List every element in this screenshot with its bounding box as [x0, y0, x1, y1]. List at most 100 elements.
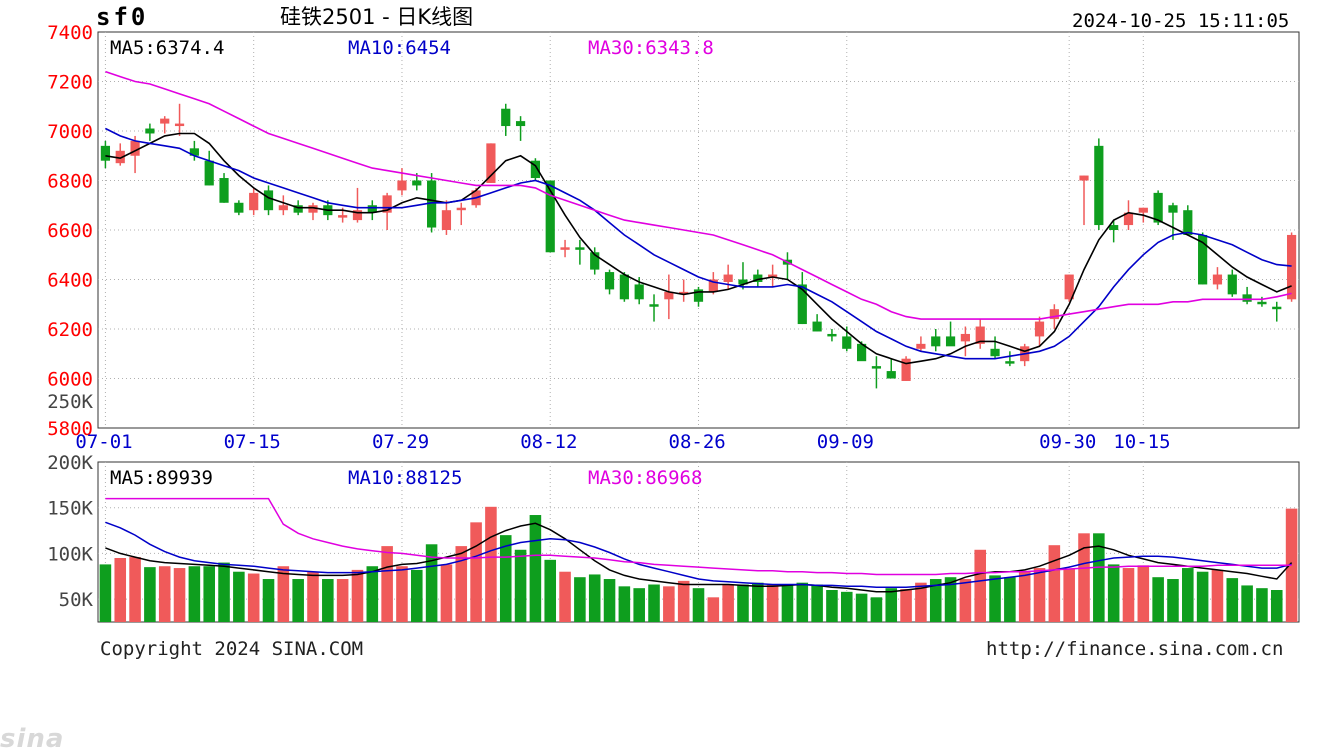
candle-down: [1168, 205, 1178, 213]
price-ma5-label: MA5:6374.4: [110, 37, 225, 59]
candle-down: [263, 190, 274, 211]
volume-ma10-line: [105, 521, 1292, 589]
price-ma10-line: [105, 127, 1292, 360]
candle-down: [1094, 145, 1104, 226]
candle-down: [412, 180, 422, 186]
symbol-code: sf0: [96, 3, 149, 31]
volume-bar: [1270, 590, 1283, 622]
volume-bar: [144, 567, 156, 622]
volume-bar: [514, 549, 527, 622]
volume-bar: [1256, 588, 1268, 622]
volume-max-label: 250K: [47, 391, 93, 413]
volume-bar: [1196, 571, 1209, 622]
volume-bar: [781, 585, 794, 622]
volume-bar: [1048, 545, 1061, 622]
volume-bar: [1211, 569, 1224, 622]
volume-bar: [1018, 570, 1031, 622]
candle-up: [664, 291, 674, 300]
volume-bar: [900, 589, 912, 622]
candle-down: [530, 160, 540, 179]
volume-y-tick-label: 50K: [59, 589, 94, 611]
copyright-text: Copyright 2024 SINA.COM: [100, 638, 364, 660]
volume-bar: [737, 584, 749, 622]
price-y-tick-label: 6200: [47, 319, 93, 341]
volume-bar: [677, 580, 690, 622]
volume-bar: [129, 557, 141, 622]
candle-up: [975, 326, 985, 344]
volume-ma10-label: MA10:88125: [348, 467, 463, 489]
source-url-link[interactable]: http://finance.sina.com.cn: [986, 638, 1284, 660]
volume-bar: [218, 562, 230, 622]
candle-down: [234, 202, 244, 213]
volume-bar: [603, 579, 616, 622]
candle-up: [352, 210, 363, 221]
volume-bar: [529, 515, 542, 622]
candle-up: [115, 150, 125, 164]
chart-title: 硅铁2501 - 日K线图: [280, 5, 474, 29]
volume-bar: [99, 564, 112, 622]
price-y-tick-label: 6800: [47, 171, 93, 193]
volume-bar: [1167, 579, 1179, 622]
volume-bar: [485, 506, 497, 622]
candle-down: [1198, 234, 1208, 285]
candle-up: [308, 205, 318, 213]
volume-bar: [292, 579, 304, 622]
volume-bar: [929, 579, 942, 622]
candle-down: [945, 336, 956, 347]
candle-down: [797, 284, 807, 325]
candle-down: [812, 321, 822, 332]
candle-down: [1153, 192, 1163, 223]
candle-up: [160, 118, 170, 124]
volume-bar: [247, 573, 260, 622]
candle-down: [515, 121, 526, 127]
candle-down: [545, 180, 555, 253]
candle-down: [145, 128, 155, 134]
candle-down: [501, 108, 511, 127]
candle-down: [219, 178, 229, 203]
candle-down: [1183, 210, 1193, 235]
candle-up: [1064, 274, 1074, 300]
candle-down: [1272, 306, 1282, 310]
volume-bar: [1226, 578, 1239, 622]
candle-down: [1227, 274, 1237, 295]
volume-y-tick-label: 150K: [47, 498, 93, 520]
candle-up: [901, 358, 911, 381]
volume-bar: [559, 571, 571, 622]
volume-bar: [1063, 568, 1075, 622]
chart-canvas: 5800 6000 6200 6400 6600 6800 7000 7200 7400 07-0…: [0, 3, 1300, 754]
price-ma5-line: [105, 132, 1292, 365]
price-y-tick-label: 6000: [47, 369, 93, 391]
candle-up: [278, 205, 288, 211]
volume-bar: [588, 574, 601, 622]
volume-bar: [277, 566, 290, 622]
candle-down: [619, 274, 629, 300]
candle-up: [174, 123, 185, 127]
volume-bar: [1093, 533, 1105, 622]
candle-down: [842, 336, 852, 349]
price-y-tick-label: 5800: [47, 418, 93, 440]
volume-bar: [1152, 577, 1164, 622]
kline-chart-svg: 5800 6000 6200 6400 6600 6800 7000 7200 7400 07-0…: [47, 22, 1300, 623]
price-ma30-label: MA30:6343.8: [588, 37, 714, 59]
timestamp: 2024-10-25 15:11:05: [1072, 10, 1290, 32]
candle-down: [427, 180, 437, 228]
volume-bar: [114, 558, 127, 622]
candle-down: [189, 148, 199, 156]
candle-down: [931, 336, 941, 347]
candle-down: [753, 274, 763, 282]
volume-bar: [544, 559, 557, 622]
volume-bar: [233, 571, 245, 622]
candle-down: [367, 205, 377, 213]
volume-y-tick-label: 200K: [47, 452, 93, 474]
volume-bar: [499, 535, 512, 622]
price-y-tick-label: 6600: [47, 220, 93, 242]
candle-up: [1212, 274, 1223, 285]
volume-bar: [944, 577, 957, 622]
volume-bar: [959, 579, 972, 622]
candle-up: [441, 210, 452, 230]
candle-up: [130, 140, 140, 156]
candle-up: [708, 279, 718, 292]
candle-down: [886, 371, 896, 379]
volume-bar: [366, 566, 379, 622]
candle-down: [871, 366, 882, 369]
